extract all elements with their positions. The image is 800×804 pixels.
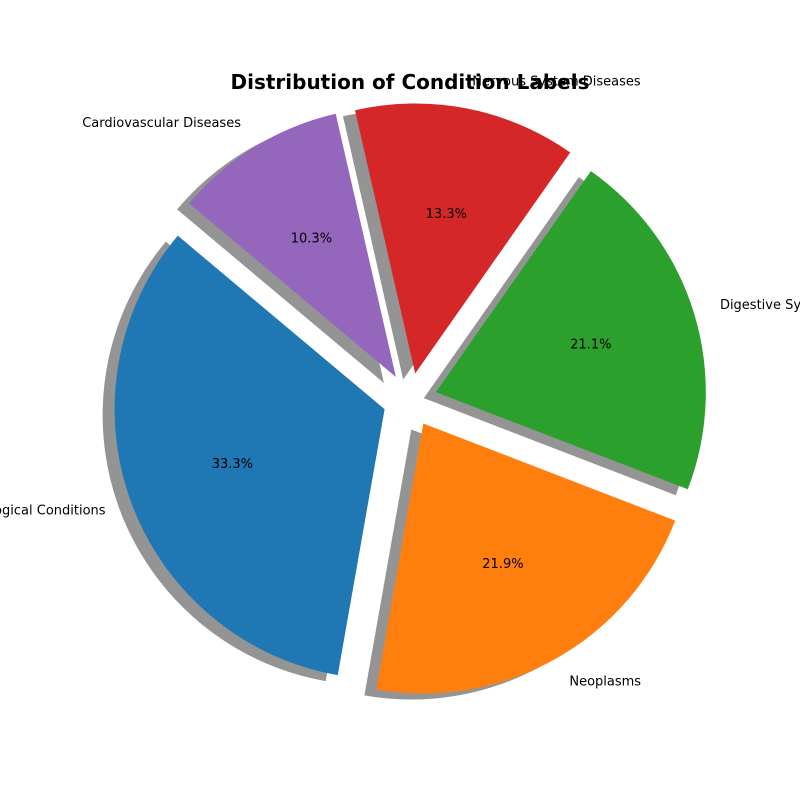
slice-label-nervous-system-diseases: Nervous System Diseases [472,75,641,90]
pct-label-nervous-system-diseases: 13.3% [426,207,467,222]
pct-label-cardiovascular-diseases: 10.3% [291,231,332,246]
pie-slice-pathological-conditions [114,235,385,676]
pie-slice-cardiovascular-diseases [189,113,396,377]
pct-label-pathological-conditions: 33.3% [212,457,253,472]
pct-label-neoplasms: 21.9% [482,557,523,572]
slice-labels: Pathological Conditions Neoplasms Digestiv… [0,75,800,690]
pie-slices [114,103,706,694]
slice-label-pathological-conditions: Pathological Conditions [0,503,106,518]
slice-label-neoplasms: Neoplasms [569,675,641,690]
pie-slice-digestive-system-diseases [435,171,706,490]
pie-slice-neoplasms [376,423,676,694]
pct-label-digestive-system-diseases: 21.1% [570,337,611,352]
chart-title: Distribution of Condition Labels [230,70,589,94]
percentage-labels: 33.3% 21.9% 21.1% 13.3% 10.3% [212,207,612,572]
slice-label-cardiovascular-diseases: Cardiovascular Diseases [82,116,241,131]
slice-label-digestive-system-diseases: Digestive System Diseases [720,298,800,313]
pie-slice-nervous-system-diseases [354,103,571,374]
